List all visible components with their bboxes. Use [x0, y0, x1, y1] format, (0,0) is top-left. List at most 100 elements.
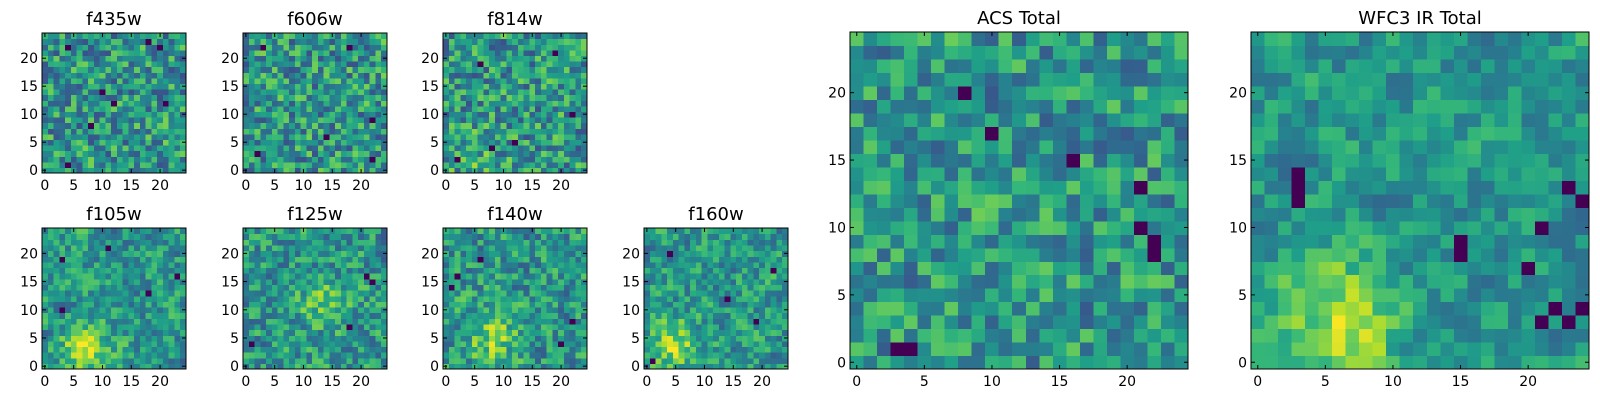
- heatmap-cell: [260, 318, 267, 325]
- heatmap-cell: [985, 328, 1000, 343]
- heatmap-cell: [1025, 274, 1040, 289]
- heatmap-cell: [753, 306, 760, 314]
- heatmap-cell: [581, 295, 588, 302]
- heatmap-cell: [569, 38, 577, 45]
- heatmap-cell: [306, 323, 313, 331]
- heatmap-cell: [105, 33, 112, 40]
- heatmap-cell: [82, 346, 89, 353]
- heatmap-cell: [47, 306, 55, 314]
- heatmap-cell: [690, 290, 697, 297]
- heatmap-cell: [500, 239, 507, 246]
- heatmap-cell: [168, 273, 176, 280]
- heatmap-cell: [99, 122, 106, 129]
- heatmap-cell: [248, 273, 256, 280]
- heatmap-cell: [690, 244, 697, 252]
- heatmap-cell: [340, 312, 348, 319]
- heatmap-cell: [381, 117, 388, 124]
- heatmap-cell: [88, 66, 95, 73]
- heatmap-cell: [99, 100, 106, 107]
- heatmap-cell: [248, 128, 256, 135]
- heatmap-cell: [139, 273, 147, 280]
- heatmap-cell: [776, 250, 783, 257]
- heatmap-cell: [454, 352, 461, 359]
- heatmap-cell: [151, 267, 158, 274]
- heatmap-cell: [162, 318, 170, 325]
- heatmap-cell: [134, 145, 141, 152]
- heatmap-cell: [483, 352, 490, 359]
- heatmap-cell: [707, 233, 714, 240]
- heatmap-cell: [558, 122, 565, 129]
- heatmap-cell: [47, 105, 55, 112]
- heatmap-cell: [985, 261, 1000, 276]
- heatmap-cell: [741, 273, 749, 280]
- heatmap-cell: [506, 44, 513, 51]
- heatmap-cell: [741, 250, 749, 257]
- heatmap-cell: [448, 33, 456, 40]
- heatmap-cell: [76, 267, 83, 274]
- heatmap-cell: [59, 256, 66, 263]
- heatmap-cell: [877, 301, 892, 316]
- heatmap-cell: [76, 128, 83, 135]
- heatmap-cell: [506, 346, 513, 353]
- heatmap-cell: [157, 49, 164, 56]
- heatmap-cell: [736, 267, 743, 274]
- heatmap-cell: [850, 166, 865, 181]
- heatmap-cell: [764, 306, 772, 314]
- heatmap-cell: [477, 335, 484, 342]
- heatmap-cell: [1012, 220, 1027, 235]
- heatmap-cell: [644, 340, 651, 348]
- heatmap-cell: [540, 295, 548, 302]
- heatmap-cell: [168, 167, 176, 174]
- heatmap-cell: [312, 161, 319, 168]
- heatmap-cell: [145, 122, 153, 129]
- heatmap-cell: [289, 261, 296, 269]
- heatmap-cell: [134, 357, 141, 364]
- heatmap-cell: [59, 301, 66, 308]
- heatmap-cell: [454, 72, 461, 79]
- heatmap-cell: [151, 156, 158, 163]
- heatmap-cell: [111, 145, 118, 152]
- heatmap-cell: [770, 335, 778, 342]
- heatmap-cell: [1133, 166, 1149, 181]
- heatmap-cell: [99, 139, 106, 146]
- heatmap-cell: [346, 33, 354, 40]
- heatmap-cell: [99, 244, 106, 252]
- heatmap-cell: [283, 156, 290, 163]
- heatmap-cell: [506, 244, 513, 252]
- heatmap-cell: [277, 284, 284, 291]
- heatmap-cell: [76, 357, 83, 364]
- heatmap-cell: [381, 61, 388, 68]
- heatmap-cell: [958, 261, 973, 276]
- heatmap-cell: [151, 49, 158, 56]
- heatmap-cell: [174, 250, 181, 257]
- heatmap-cell: [266, 340, 273, 348]
- heatmap-cell: [151, 77, 158, 84]
- heatmap-cell: [151, 244, 158, 252]
- heatmap-cell: [736, 261, 743, 269]
- heatmap-cell: [180, 117, 187, 124]
- heatmap-cell: [271, 150, 279, 157]
- heatmap-cell: [672, 273, 680, 280]
- heatmap-cell: [375, 167, 382, 174]
- heatmap-cell: [168, 61, 176, 68]
- heatmap-cell: [99, 357, 106, 364]
- heatmap-cell: [82, 139, 89, 146]
- heatmap-cell: [346, 346, 354, 353]
- heatmap-cell: [82, 329, 89, 336]
- heatmap-cell: [369, 61, 377, 68]
- heatmap-cell: [180, 239, 187, 246]
- heatmap-cell: [1079, 193, 1094, 208]
- heatmap-cell: [139, 261, 147, 269]
- heatmap-cell: [529, 295, 536, 302]
- heatmap-cell: [254, 66, 261, 73]
- heatmap-cell: [724, 228, 731, 235]
- heatmap-cell: [506, 33, 513, 40]
- heatmap-cell: [529, 306, 536, 314]
- heatmap-cell: [317, 161, 325, 168]
- heatmap-cell: [266, 239, 273, 246]
- heatmap-cell: [243, 133, 250, 140]
- heatmap-cell: [139, 44, 147, 51]
- heatmap-cell: [335, 66, 342, 73]
- heatmap-cell: [730, 256, 737, 263]
- heatmap-cell: [684, 335, 691, 342]
